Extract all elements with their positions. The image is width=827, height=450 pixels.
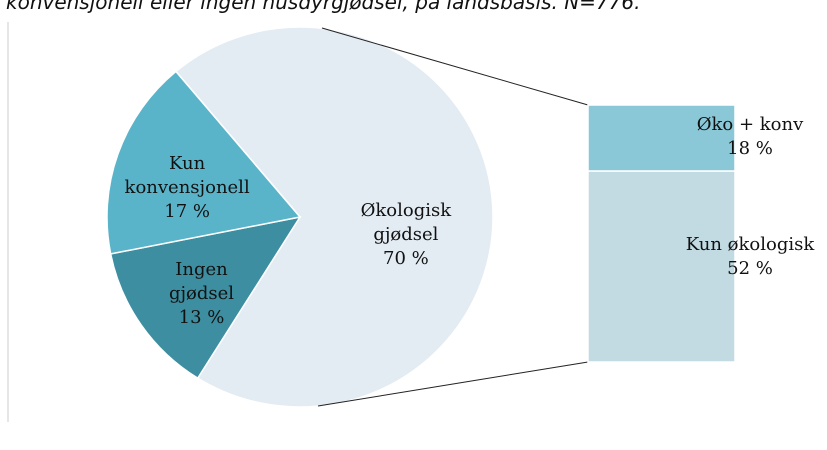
connector-line [321, 27, 589, 106]
bar-label-text: Øko + konv [696, 114, 804, 135]
chart-title: konvensjonell eller ingen husdyrgjødsel,… [6, 0, 641, 14]
pie-slice [106, 70, 302, 255]
bar-label: Øko + konv 18 % [665, 113, 827, 161]
bar-label-text: 18 % [727, 138, 773, 159]
pie-label-text: Økologisk gjødsel [360, 199, 452, 245]
pie-label-text: 17 % [164, 200, 210, 222]
pie-label: Kun konvensjonell 17 % [112, 152, 262, 224]
pie-label: Ingen gjødsel 13 % [152, 258, 252, 330]
bar-label-text: 52 % [727, 257, 773, 279]
pie-label-text: 13 % [178, 306, 225, 328]
pie-label-text: 70 % [383, 247, 429, 269]
pie-slice [109, 215, 302, 380]
pie-label-text: Kun konvensjonell [124, 152, 250, 198]
connector-line [317, 361, 589, 407]
bar-segment [587, 104, 736, 172]
pie-label: Økologisk gjødsel 70 % [346, 199, 466, 271]
bar-segment [587, 170, 736, 363]
bar-label-text: Kun økologisk [685, 233, 815, 255]
pie-label-text: Ingen gjødsel [168, 258, 235, 304]
bar-label: Kun økologisk 52 % [665, 233, 827, 281]
